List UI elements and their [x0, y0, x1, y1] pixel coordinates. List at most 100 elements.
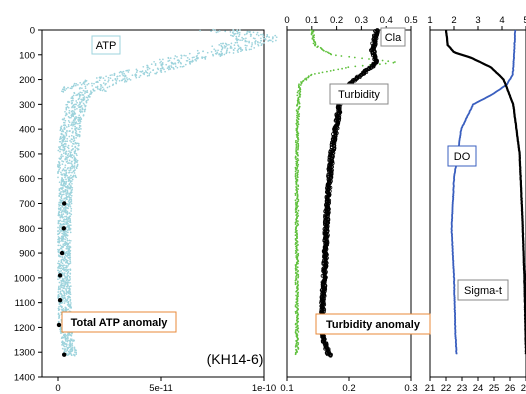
- atp-point: [139, 70, 142, 73]
- atp-point: [67, 287, 69, 290]
- cla-point: [296, 303, 298, 306]
- atp-point: [150, 63, 153, 66]
- atp-point: [236, 32, 239, 35]
- cla-point: [297, 220, 299, 223]
- atp-point: [82, 114, 85, 117]
- atp-point: [66, 167, 69, 170]
- atp-point: [64, 221, 66, 223]
- atp-point: [71, 138, 73, 141]
- atp-point: [75, 117, 78, 119]
- atp-point: [262, 33, 264, 36]
- cla-point: [361, 64, 364, 67]
- atp-point: [65, 247, 68, 250]
- atp-point: [61, 88, 64, 91]
- atp-point: [127, 71, 130, 73]
- atp-point: [230, 42, 233, 45]
- cla-point: [297, 144, 300, 147]
- atp-point: [75, 167, 78, 170]
- atp-point: [77, 142, 80, 145]
- atp-point: [218, 44, 221, 46]
- atp-point: [70, 189, 73, 192]
- atp-point: [89, 90, 92, 92]
- cla-point: [392, 61, 395, 64]
- sigma-x-axis-tick-label: 25: [489, 383, 500, 394]
- atp-point: [71, 156, 74, 159]
- cla-point: [294, 283, 297, 286]
- cla-point: [294, 211, 297, 214]
- atp-point: [62, 185, 64, 187]
- atp-point: [57, 233, 59, 236]
- atp-point: [248, 31, 250, 33]
- atp-point: [70, 213, 73, 216]
- atp-point: [63, 223, 66, 226]
- atp-point: [78, 122, 81, 125]
- atp-point: [58, 146, 60, 148]
- atp-point: [57, 291, 60, 293]
- atp-point: [61, 262, 64, 265]
- atp-point: [69, 204, 71, 206]
- atp-point: [68, 176, 71, 178]
- atp-anomaly-marker: [57, 298, 63, 303]
- atp-point: [73, 339, 75, 342]
- atp-point: [86, 89, 89, 92]
- atp-point: [69, 269, 72, 271]
- do-series-label: DO: [454, 151, 471, 163]
- atp-point: [126, 78, 129, 81]
- atp-point: [62, 180, 65, 183]
- atp-point: [238, 33, 241, 36]
- atp-point: [75, 100, 78, 102]
- atp-point: [220, 54, 222, 57]
- atp-point: [67, 334, 69, 337]
- atp-point: [70, 302, 72, 304]
- atp-point: [107, 76, 110, 79]
- atp-point: [124, 74, 126, 77]
- atp-point: [67, 257, 70, 259]
- cla-x-axis-tick-label: 0.1: [305, 15, 318, 26]
- atp-point: [174, 55, 177, 57]
- cla-point: [310, 74, 312, 77]
- atp-point: [70, 339, 73, 342]
- atp-point: [191, 56, 194, 59]
- atp-point: [70, 207, 73, 210]
- atp-point: [72, 140, 75, 143]
- turbidity-label-box: [329, 83, 389, 105]
- atp-point: [62, 191, 64, 193]
- atp-point: [163, 68, 165, 71]
- atp-point: [73, 162, 76, 165]
- cla-point: [299, 93, 302, 96]
- depth-tick-label: 1000: [14, 273, 35, 284]
- atp-point: [67, 120, 70, 122]
- cla-point: [297, 118, 300, 121]
- atp-point: [214, 29, 216, 32]
- atp-point: [63, 269, 65, 272]
- atp-point: [71, 171, 73, 174]
- cla-point: [296, 328, 299, 330]
- atp-point: [58, 305, 60, 308]
- atp-point: [57, 320, 60, 323]
- atp-point: [66, 229, 69, 232]
- atp-point: [69, 250, 71, 252]
- cla-point: [297, 198, 300, 201]
- cla-point: [294, 345, 297, 348]
- atp-point: [77, 84, 79, 86]
- cla-point: [325, 50, 327, 53]
- atp-point: [213, 48, 216, 51]
- cla-point: [295, 139, 297, 142]
- atp-point: [79, 131, 81, 133]
- atp-point: [76, 159, 79, 162]
- atp-point: [66, 254, 69, 257]
- atp-point: [71, 106, 73, 109]
- atp-point: [69, 349, 71, 351]
- cla-point: [295, 133, 298, 136]
- atp-point: [62, 220, 65, 223]
- cla-point: [296, 322, 299, 324]
- atp-point: [102, 88, 105, 91]
- atp-point: [166, 67, 169, 70]
- atp-point: [84, 105, 87, 108]
- atp-point: [66, 238, 69, 240]
- atp-point: [70, 198, 73, 201]
- atp-point: [68, 183, 71, 186]
- atp-point: [61, 249, 64, 252]
- atp-anomaly-box: [61, 311, 177, 333]
- atp-point: [143, 73, 146, 76]
